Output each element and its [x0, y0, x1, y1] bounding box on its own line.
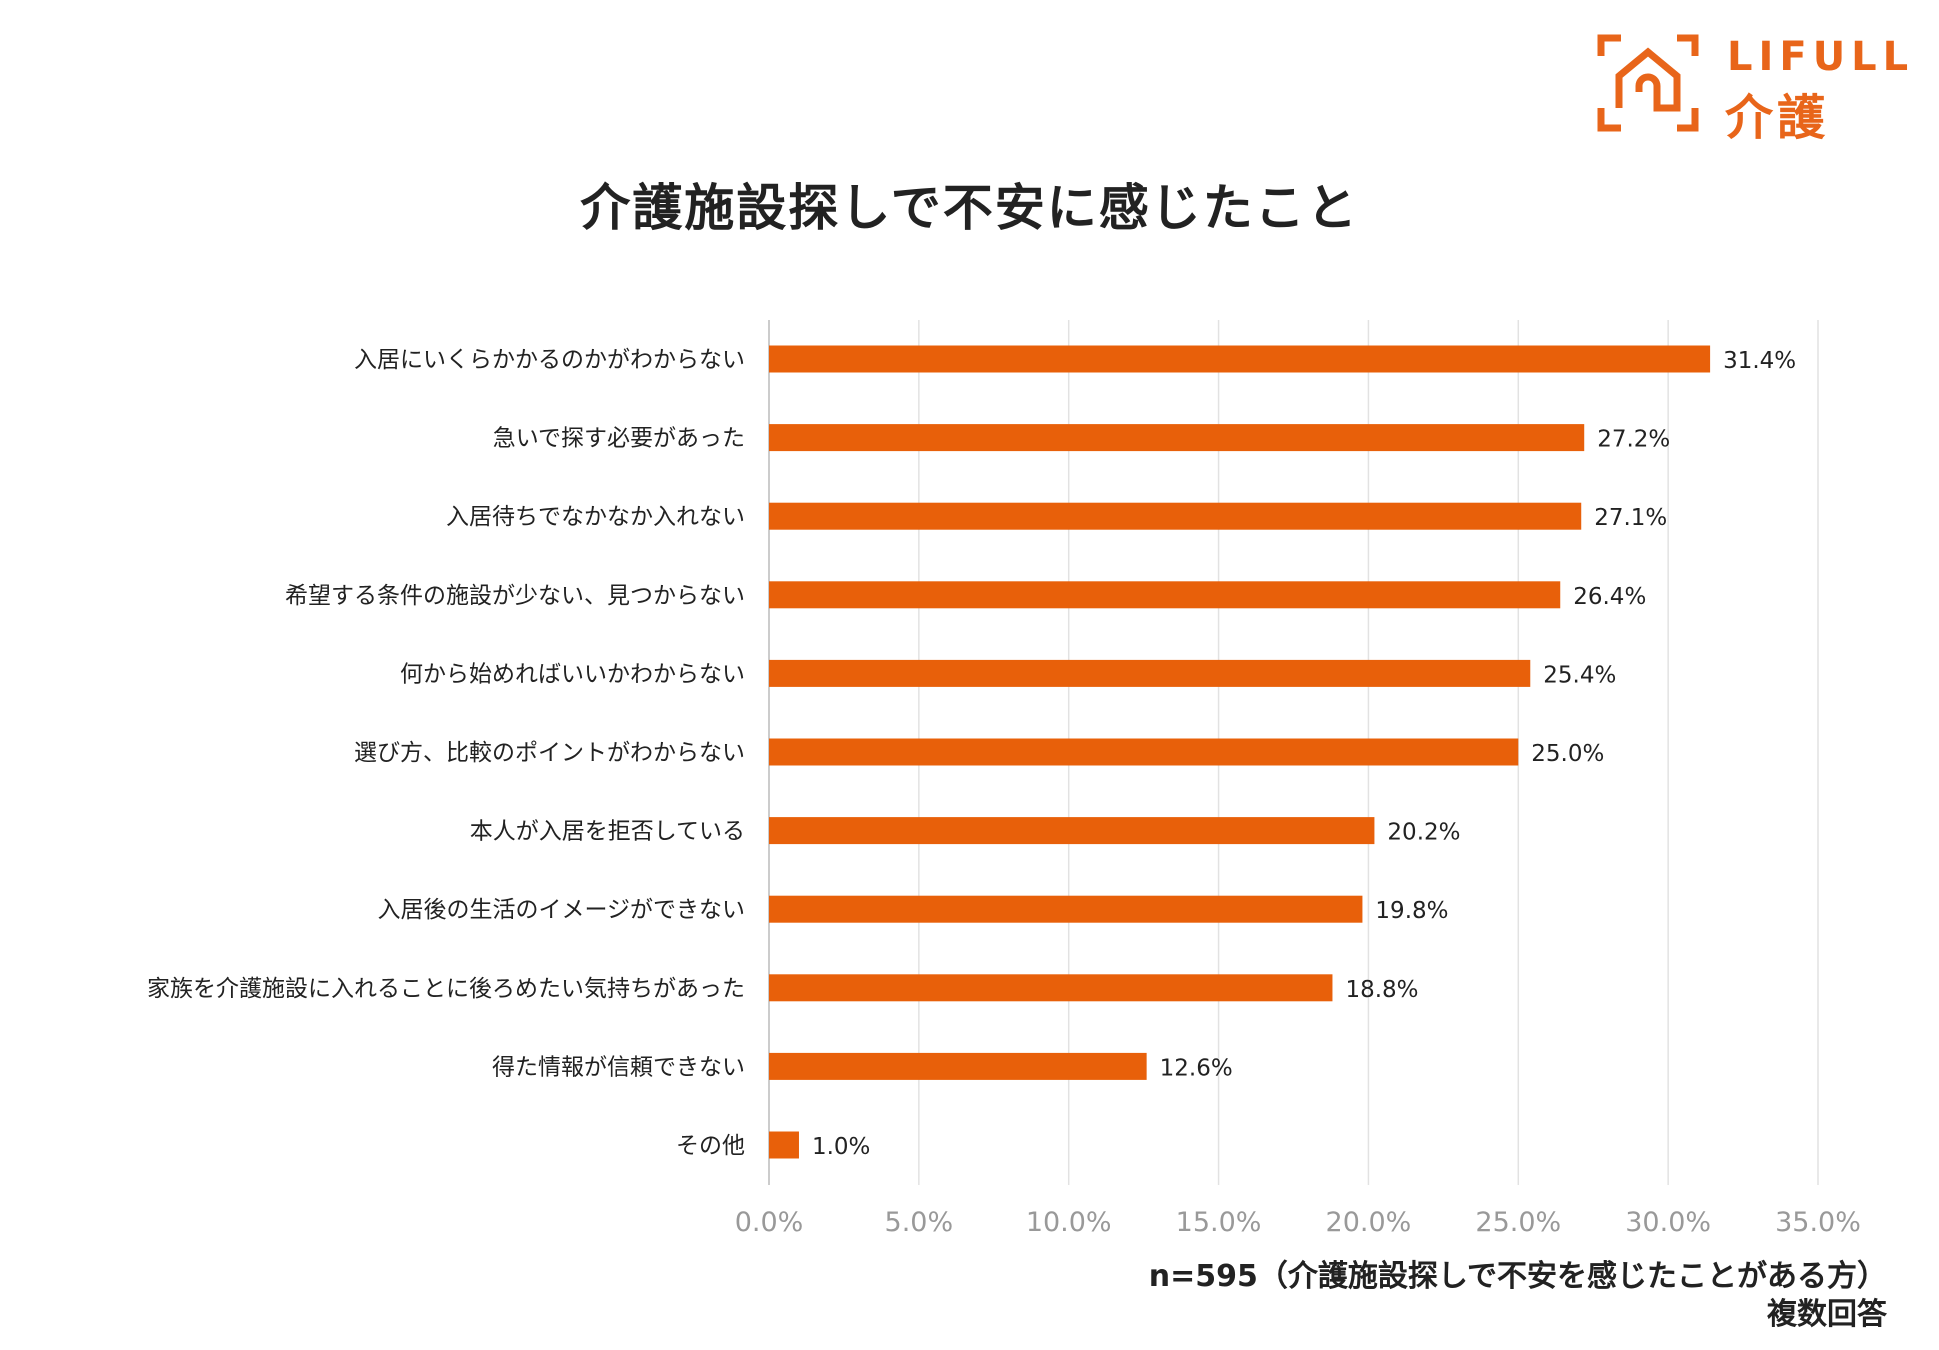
value-label: 18.8% [1345, 977, 1418, 1003]
value-label: 19.8% [1375, 898, 1448, 924]
bar [769, 895, 1363, 923]
value-label: 26.4% [1573, 584, 1646, 610]
logo-text-lifull: LIFULL [1727, 34, 1915, 80]
logo-text-kaigo: 介護 [1725, 90, 1830, 146]
category-label: 入居にいくらかかるのかがわからない [354, 347, 745, 373]
x-tick-label: 35.0% [1775, 1207, 1861, 1238]
category-label: 急いで探す必要があった [493, 426, 745, 452]
category-label: 得た情報が信頼できない [492, 1054, 745, 1080]
x-tick-label: 0.0% [735, 1207, 804, 1238]
chart-title: 介護施設探しで不安に感じたこと [580, 179, 1359, 237]
bar [769, 974, 1333, 1002]
category-label: 選び方、比較のポイントがわからない [354, 740, 745, 766]
x-tick-label: 30.0% [1625, 1207, 1711, 1238]
category-label: その他 [676, 1133, 745, 1159]
chart-note: n=595（介護施設探しで不安を感じたことがある方） 複数回答 [1149, 1258, 1887, 1334]
bar [769, 738, 1519, 766]
bar [769, 424, 1585, 452]
sample-size-note: n=595（介護施設探しで不安を感じたことがある方） [1148, 1259, 1887, 1294]
value-label: 31.4% [1723, 348, 1796, 374]
bar [769, 581, 1561, 609]
bar [769, 817, 1375, 845]
category-label: 入居後の生活のイメージができない [377, 897, 745, 923]
bar [769, 1131, 799, 1159]
bar [769, 502, 1582, 530]
x-tick-label: 25.0% [1475, 1207, 1561, 1238]
bar [769, 345, 1711, 373]
value-label: 27.2% [1597, 427, 1670, 453]
x-tick-label: 20.0% [1326, 1207, 1412, 1238]
value-label: 1.0% [812, 1134, 870, 1160]
category-label: 何から始めればいいかわからない [400, 661, 745, 687]
category-label: 家族を介護施設に入れることに後ろめたい気持ちがあった [147, 976, 745, 1002]
lifull-kaigo-logo: LIFULL 介護 [1597, 34, 1917, 146]
value-label: 25.0% [1531, 741, 1604, 767]
value-label: 20.2% [1387, 820, 1460, 846]
answer-type-note: 複数回答 [1767, 1297, 1887, 1332]
category-label: 希望する条件の施設が少ない、見つからない [285, 583, 745, 609]
x-tick-label: 5.0% [885, 1207, 954, 1238]
category-label: 本人が入居を拒否している [470, 819, 745, 845]
bar [769, 1052, 1147, 1080]
house-frame-icon [1597, 34, 1699, 132]
value-label: 27.1% [1594, 505, 1667, 531]
x-tick-label: 10.0% [1026, 1207, 1112, 1238]
x-tick-label: 15.0% [1176, 1207, 1262, 1238]
value-label: 25.4% [1543, 662, 1616, 688]
bar [769, 659, 1531, 687]
value-label: 12.6% [1160, 1055, 1233, 1081]
category-label: 入居待ちでなかなか入れない [446, 504, 745, 530]
